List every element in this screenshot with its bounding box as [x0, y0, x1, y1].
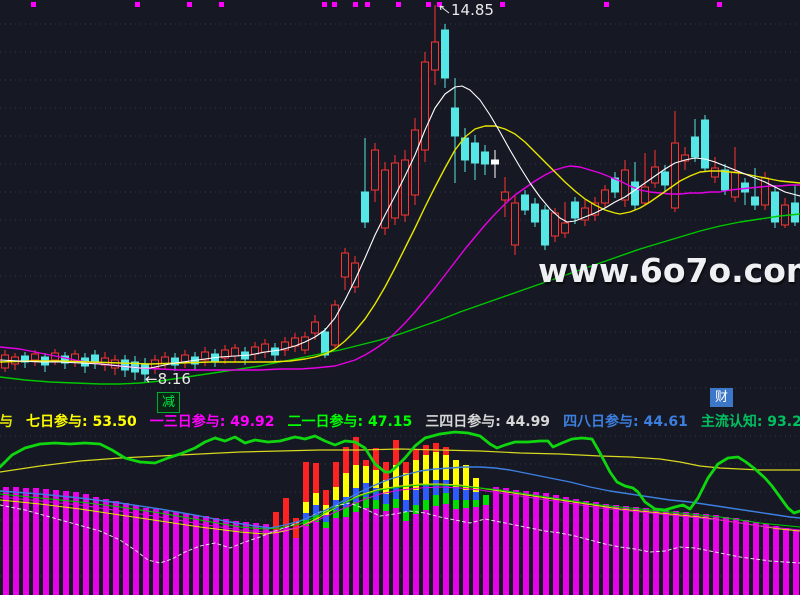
- watermark: www.6o7o.com: [538, 251, 800, 290]
- bottom-indicator-lines: [0, 430, 800, 564]
- signal-dots: [31, 2, 722, 7]
- indicator-label-0: 七日参与: 53.50: [26, 413, 137, 430]
- high-annotation-leader: [439, 5, 450, 14]
- indicator-label-4: 四八日参与: 44.61: [563, 413, 688, 430]
- grid-lines: [0, 23, 800, 577]
- indicator-label-3: 三四日参与: 44.99: [425, 413, 551, 430]
- indicator-fragment-left: 与: [0, 413, 13, 430]
- volume-histogram-bars: [3, 437, 799, 595]
- indicator-label-2: 二一日参与: 47.15: [287, 413, 413, 430]
- reduce-signal-badge: 减: [157, 392, 180, 413]
- candlestick-layer: [1, 5, 799, 382]
- high-price-label: 14.85: [451, 1, 494, 19]
- moving-average-lines: [0, 85, 800, 385]
- indicator-label-1: 一三日参与: 49.92: [149, 413, 275, 430]
- wealth-signal-badge: 财: [710, 388, 733, 407]
- indicator-label-5: 主流认知: 93.21: [700, 413, 800, 430]
- low-price-label: ←8.16: [145, 370, 191, 388]
- indicator-param-row[interactable]: 与 七日参与: 53.50 一三日参与: 49.92 二一日参与: 47.15 三四日…: [0, 410, 800, 431]
